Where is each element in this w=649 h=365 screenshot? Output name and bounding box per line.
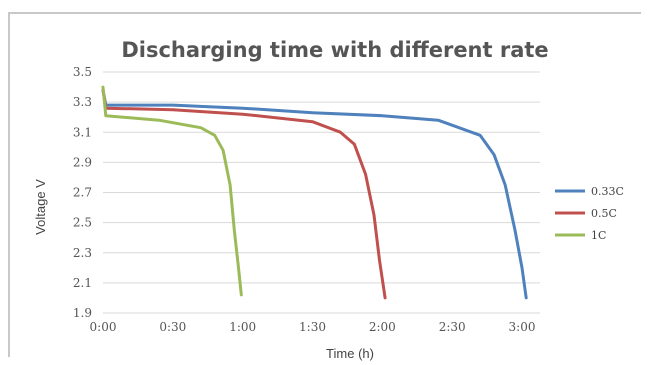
y-tick-label: 2.1	[73, 276, 92, 290]
y-tick-label: 2.5	[73, 216, 92, 230]
x-tick-label: 1:00	[229, 320, 256, 334]
y-tick-label: 3.5	[73, 65, 92, 79]
series-line-1	[101, 88, 387, 300]
legend-label: 1C	[591, 229, 606, 242]
chart-frame	[8, 12, 641, 357]
y-tick-label: 2.3	[73, 246, 92, 260]
series-line-2	[101, 85, 243, 297]
x-tick-label: 3:00	[509, 320, 536, 334]
legend-label: 0.33C	[591, 185, 624, 198]
x-tick-label: 2:30	[439, 320, 466, 334]
x-tick-label: 2:00	[369, 320, 396, 334]
series-line-0	[101, 88, 528, 300]
chart-title: Discharging time with different rate	[121, 38, 548, 62]
y-tick-label: 3.1	[73, 125, 92, 139]
legend-label: 0.5C	[591, 207, 617, 220]
x-tick-label: 1:30	[299, 320, 326, 334]
x-tick-label: 0:00	[90, 320, 117, 334]
x-tick-label: 0:30	[159, 320, 186, 334]
y-tick-label: 3.3	[73, 95, 92, 109]
series-group	[101, 85, 528, 300]
y-tick-label: 2.7	[73, 186, 92, 200]
grid	[103, 71, 540, 314]
y-tick-label: 2.9	[73, 155, 92, 169]
y-axis-label: Voltage V	[33, 179, 48, 235]
y-axis: 1.9 2.1 2.3 2.5 2.7 2.9 3.1 3.3 3.5	[73, 65, 92, 320]
x-axis: 0:00 0:30 1:00 1:30 2:00 2:30 3:00	[90, 320, 536, 334]
y-tick-label: 1.9	[73, 306, 92, 320]
legend: 0.33C 0.5C 1C	[555, 185, 624, 242]
x-axis-label: Time (h)	[326, 346, 374, 361]
